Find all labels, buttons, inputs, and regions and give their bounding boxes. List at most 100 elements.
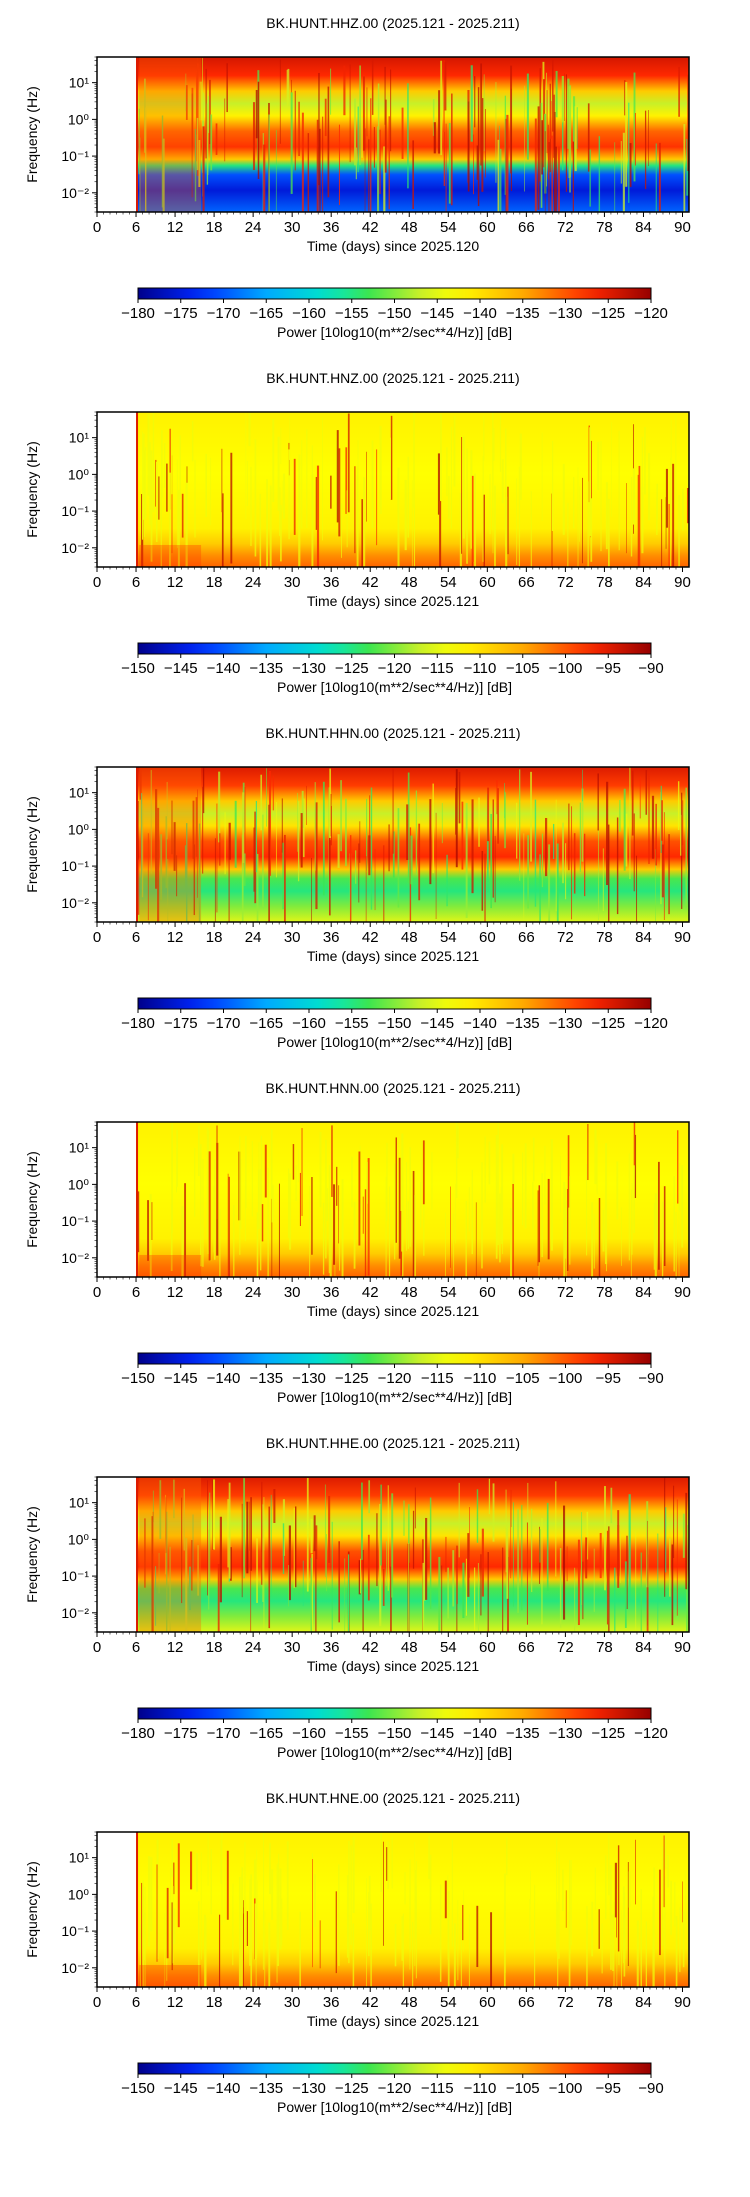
x-tick-label: 24 bbox=[245, 219, 262, 236]
colorbar-tick-label: −135 bbox=[249, 1370, 283, 1387]
colorbar-tick-label: −140 bbox=[463, 1725, 497, 1742]
x-tick-label: 0 bbox=[93, 1639, 101, 1656]
x-tick-label: 90 bbox=[674, 574, 691, 591]
colorbar-tick-label: −170 bbox=[207, 1015, 241, 1032]
x-tick-label: 6 bbox=[132, 1284, 140, 1301]
colorbar-tick-label: −130 bbox=[292, 660, 326, 677]
data-start-line bbox=[136, 57, 139, 212]
y-tick-label: 10¹ bbox=[69, 785, 90, 801]
x-tick-label: 24 bbox=[245, 1994, 262, 2011]
x-tick-label: 60 bbox=[479, 1639, 496, 1656]
colorbar bbox=[137, 1707, 652, 1720]
x-tick-label: 30 bbox=[284, 929, 301, 946]
colorbar-tick-label: −100 bbox=[549, 2080, 583, 2097]
x-tick-label: 18 bbox=[206, 1284, 223, 1301]
colorbar-tick-label: −180 bbox=[121, 1015, 155, 1032]
y-tick-label: 10⁰ bbox=[68, 1176, 90, 1192]
y-axis-label: Frequency (Hz) bbox=[24, 796, 40, 892]
x-tick-label: 12 bbox=[167, 1994, 184, 2011]
y-tick-label: 10¹ bbox=[69, 75, 90, 91]
data-start-line bbox=[136, 1122, 139, 1277]
x-tick-label: 72 bbox=[557, 1639, 574, 1656]
colorbar-tick-label: −115 bbox=[421, 1370, 454, 1387]
x-tick-label: 42 bbox=[362, 219, 379, 236]
colorbar-tick-label: −150 bbox=[378, 305, 412, 322]
x-axis-label: Time (days) since 2025.121 bbox=[307, 1658, 479, 1674]
x-tick-label: 72 bbox=[557, 1994, 574, 2011]
colorbar-tick-label: −105 bbox=[506, 2080, 540, 2097]
colorbar-tick-label: −90 bbox=[638, 1370, 663, 1387]
y-axis-label: Frequency (Hz) bbox=[24, 441, 40, 537]
y-tick-label: 10¹ bbox=[69, 1850, 90, 1866]
colorbar-tick-label: −100 bbox=[549, 1370, 583, 1387]
x-tick-label: 18 bbox=[206, 1994, 223, 2011]
x-tick-label: 12 bbox=[167, 1639, 184, 1656]
y-tick-label: 10⁰ bbox=[68, 466, 90, 482]
spectrogram-streaks bbox=[136, 57, 689, 212]
early-noise-band bbox=[139, 545, 202, 567]
x-tick-label: 48 bbox=[401, 1284, 418, 1301]
early-noise-band bbox=[139, 1255, 202, 1277]
early-noise-band bbox=[139, 1477, 202, 1632]
colorbar-tick-label: −145 bbox=[164, 1370, 198, 1387]
data-start-line bbox=[136, 767, 139, 922]
x-tick-label: 30 bbox=[284, 1284, 301, 1301]
colorbar-tick-label: −105 bbox=[506, 660, 540, 677]
colorbar bbox=[137, 287, 652, 300]
spectrogram-streaks bbox=[144, 1477, 688, 1632]
y-tick-label: 10⁰ bbox=[68, 1531, 90, 1547]
colorbar-tick-label: −110 bbox=[464, 2080, 497, 2097]
chart-title: BK.HUNT.HNZ.00 (2025.121 - 2025.211) bbox=[266, 370, 519, 386]
x-tick-label: 6 bbox=[132, 1639, 140, 1656]
colorbar-label: Power [10log10(m**2/sec**4/Hz)] [dB] bbox=[277, 1034, 512, 1050]
x-tick-label: 60 bbox=[479, 1994, 496, 2011]
y-axis-label: Frequency (Hz) bbox=[24, 1506, 40, 1602]
colorbar-label: Power [10log10(m**2/sec**4/Hz)] [dB] bbox=[277, 324, 512, 340]
colorbar-tick-label: −160 bbox=[292, 1015, 326, 1032]
data-start-line bbox=[136, 412, 139, 567]
colorbar-tick-label: −175 bbox=[164, 305, 198, 322]
x-axis-label: Time (days) since 2025.121 bbox=[307, 948, 479, 964]
x-tick-label: 6 bbox=[132, 219, 140, 236]
colorbar-tick-label: −120 bbox=[634, 305, 668, 322]
colorbar-tick-label: −120 bbox=[378, 660, 412, 677]
colorbar-tick-label: −165 bbox=[249, 1725, 283, 1742]
colorbar-tick-label: −140 bbox=[207, 2080, 241, 2097]
x-tick-label: 18 bbox=[206, 219, 223, 236]
colorbar-tick-label: −150 bbox=[121, 660, 155, 677]
x-tick-label: 54 bbox=[440, 929, 457, 946]
x-tick-label: 0 bbox=[93, 1284, 101, 1301]
early-noise-band bbox=[139, 1965, 202, 1987]
spectrogram-streaks bbox=[140, 1832, 686, 1987]
y-tick-label: 10⁻¹ bbox=[61, 503, 89, 519]
colorbar-tick-label: −180 bbox=[121, 305, 155, 322]
colorbar-tick-label: −140 bbox=[207, 660, 241, 677]
x-tick-label: 42 bbox=[362, 574, 379, 591]
x-tick-label: 84 bbox=[635, 574, 652, 591]
x-tick-label: 12 bbox=[167, 219, 184, 236]
colorbar-tick-label: −90 bbox=[638, 660, 663, 677]
x-tick-label: 48 bbox=[401, 1639, 418, 1656]
x-tick-label: 66 bbox=[518, 1284, 535, 1301]
y-tick-label: 10⁻² bbox=[61, 1250, 89, 1266]
chart-title: BK.HUNT.HHZ.00 (2025.121 - 2025.211) bbox=[266, 15, 519, 31]
colorbar-label: Power [10log10(m**2/sec**4/Hz)] [dB] bbox=[277, 2099, 512, 2115]
x-tick-label: 12 bbox=[167, 929, 184, 946]
x-tick-label: 66 bbox=[518, 929, 535, 946]
colorbar-tick-label: −130 bbox=[292, 1370, 326, 1387]
spectrogram-panel-1: BK.HUNT.HHZ.00 (2025.121 - 2025.211) 0 6 12… bbox=[24, 15, 691, 340]
colorbar-tick-label: −135 bbox=[506, 305, 540, 322]
colorbar-tick-label: −160 bbox=[292, 1725, 326, 1742]
x-axis-label: Time (days) since 2025.121 bbox=[307, 593, 479, 609]
colorbar-tick-label: −170 bbox=[207, 305, 241, 322]
x-tick-label: 66 bbox=[518, 574, 535, 591]
x-tick-label: 90 bbox=[674, 1994, 691, 2011]
spectrogram-panel-3: BK.HUNT.HHN.00 (2025.121 - 2025.211) 0 6 12… bbox=[24, 725, 691, 1050]
colorbar-tick-label: −150 bbox=[378, 1015, 412, 1032]
x-tick-label: 84 bbox=[635, 929, 652, 946]
y-axis-label: Frequency (Hz) bbox=[24, 1151, 40, 1247]
colorbar-tick-label: −180 bbox=[121, 1725, 155, 1742]
x-tick-label: 36 bbox=[323, 1994, 340, 2011]
plot-frame bbox=[96, 56, 690, 213]
